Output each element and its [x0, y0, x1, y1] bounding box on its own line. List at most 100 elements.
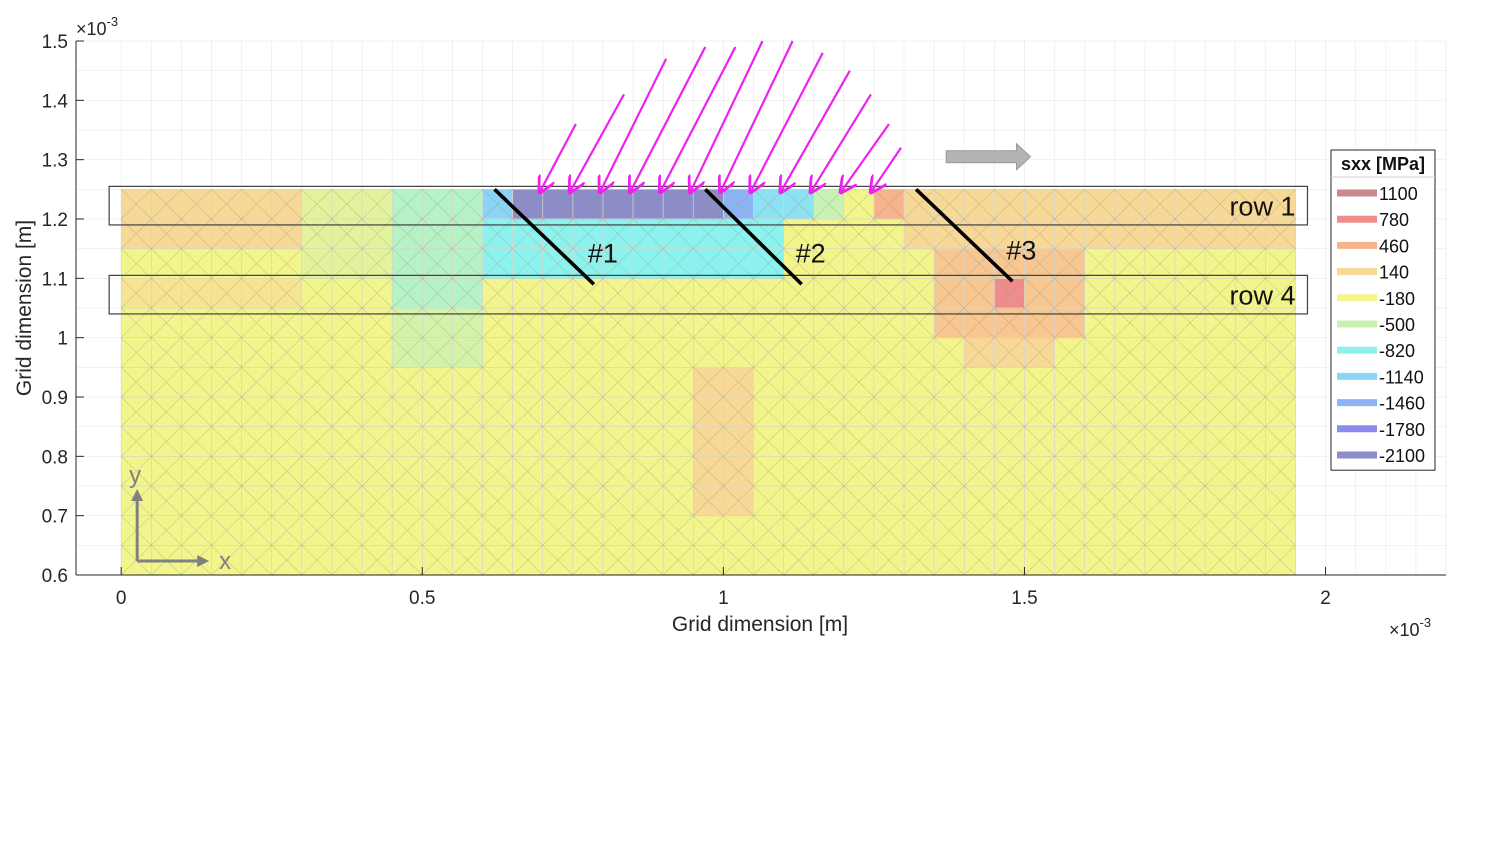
- mesh-diagonal: [662, 515, 694, 546]
- mesh-diagonal: [964, 426, 995, 457]
- mesh-diagonal: [120, 426, 152, 457]
- mesh-diagonal: [813, 456, 844, 487]
- mesh-diagonal: [572, 396, 604, 427]
- svg-text:×10-3: ×10-3: [1389, 615, 1431, 640]
- y-exponent-power: -3: [107, 14, 119, 29]
- mesh-diagonal: [813, 545, 844, 576]
- mesh-diagonal: [873, 396, 905, 427]
- mesh-diagonal: [753, 337, 784, 368]
- mesh-diagonal: [602, 545, 634, 576]
- mesh-diagonal: [361, 248, 393, 279]
- axis-indicator-x-label: x: [219, 548, 231, 575]
- mesh-diagonal: [843, 426, 875, 457]
- mesh-diagonal: [422, 426, 453, 457]
- mesh-diagonal: [271, 456, 303, 487]
- mesh-diagonal: [994, 248, 1025, 279]
- mesh-diagonal: [783, 307, 814, 338]
- mesh-diagonal: [1174, 307, 1206, 338]
- mesh-diagonal: [602, 248, 634, 279]
- mesh-diagonal: [753, 545, 784, 576]
- mesh-diagonal: [452, 515, 483, 546]
- mesh-diagonal: [452, 189, 483, 220]
- mesh-diagonal: [1024, 545, 1055, 576]
- mesh-diagonal: [301, 456, 333, 487]
- mesh-diagonal: [361, 189, 393, 220]
- mesh-diagonal: [512, 278, 543, 309]
- mesh-diagonal: [1114, 278, 1146, 309]
- mesh-diagonal: [753, 396, 784, 427]
- load-arrow: [841, 123, 890, 192]
- mesh-diagonal: [241, 278, 272, 309]
- mesh-diagonal: [211, 189, 242, 220]
- mesh-diagonal: [331, 307, 363, 338]
- load-arrow: [660, 46, 737, 192]
- mesh-diagonal: [572, 545, 604, 576]
- mesh-diagonal: [903, 426, 935, 457]
- mesh-diagonal: [1174, 367, 1206, 398]
- legend-entry-label: -180: [1379, 289, 1415, 309]
- mesh-diagonal: [933, 337, 965, 368]
- mesh-diagonal: [512, 456, 543, 487]
- mesh-diagonal: [301, 485, 333, 516]
- legend-entry-label: 780: [1379, 210, 1409, 230]
- mesh-diagonal: [572, 337, 604, 368]
- mesh-diagonal: [783, 367, 814, 398]
- mesh-diagonal: [1144, 545, 1176, 576]
- mesh-diagonal: [361, 545, 393, 576]
- mesh-diagonal: [271, 307, 303, 338]
- mesh-diagonal: [1235, 485, 1266, 516]
- mesh-diagonal: [1144, 515, 1176, 546]
- mesh-diagonal: [1204, 337, 1236, 368]
- mesh-diagonal: [572, 278, 604, 309]
- mesh-diagonal: [1084, 189, 1115, 220]
- mesh-diagonal: [1235, 396, 1266, 427]
- mesh-diagonal: [1084, 456, 1115, 487]
- mesh-diagonal: [1235, 456, 1266, 487]
- mesh-diagonal: [391, 426, 423, 457]
- mesh-diagonal: [572, 307, 604, 338]
- mesh-diagonal: [211, 545, 242, 576]
- mesh-diagonal: [271, 396, 303, 427]
- mesh-diagonal: [120, 337, 152, 368]
- mesh-diagonal: [452, 545, 483, 576]
- mesh-diagonal: [452, 396, 483, 427]
- mesh-diagonal: [843, 337, 875, 368]
- mesh-diagonal: [964, 189, 995, 220]
- legend: sxx [MPa] 1100 780 460 140 -180 -500 -820 -1140 -…: [1330, 149, 1436, 471]
- load-arrow: [600, 58, 668, 193]
- mesh-diagonal: [602, 307, 634, 338]
- mesh-diagonal: [903, 278, 935, 309]
- x-axis-label: Grid dimension [m]: [672, 613, 848, 636]
- mesh-diagonal: [1144, 456, 1176, 487]
- mesh-diagonal: [843, 367, 875, 398]
- mesh-diagonal: [572, 367, 604, 398]
- legend-entry-label: -1460: [1379, 394, 1425, 414]
- mesh-diagonal: [1084, 367, 1115, 398]
- y-tick-label: 1.1: [42, 269, 68, 290]
- mesh-diagonal: [964, 218, 995, 249]
- mesh-diagonal: [482, 278, 513, 309]
- mesh-diagonal: [1144, 248, 1176, 279]
- mesh-diagonal: [331, 456, 363, 487]
- mesh-diagonal: [602, 367, 634, 398]
- mesh-diagonal: [1144, 218, 1176, 249]
- mesh-diagonal: [903, 485, 935, 516]
- mesh-diagonal: [723, 307, 754, 338]
- mesh-diagonal: [211, 337, 242, 368]
- mesh-diagonal: [1204, 456, 1236, 487]
- mesh-diagonal: [813, 515, 844, 546]
- mesh-diagonal: [753, 307, 784, 338]
- mesh-diagonal: [933, 545, 965, 576]
- mesh-diagonal: [1174, 545, 1206, 576]
- mesh-diagonal: [1084, 307, 1115, 338]
- mesh-diagonal: [964, 337, 995, 368]
- mesh-diagonal: [933, 278, 965, 309]
- mesh-diagonal: [512, 426, 543, 457]
- mesh-diagonal: [512, 218, 543, 249]
- mesh-overlay: [120, 189, 1296, 576]
- mesh-diagonal: [422, 337, 453, 368]
- mesh-diagonal: [482, 515, 513, 546]
- mesh-diagonal: [1265, 248, 1296, 279]
- mesh-diagonal: [271, 485, 303, 516]
- mesh-diagonal: [693, 278, 724, 309]
